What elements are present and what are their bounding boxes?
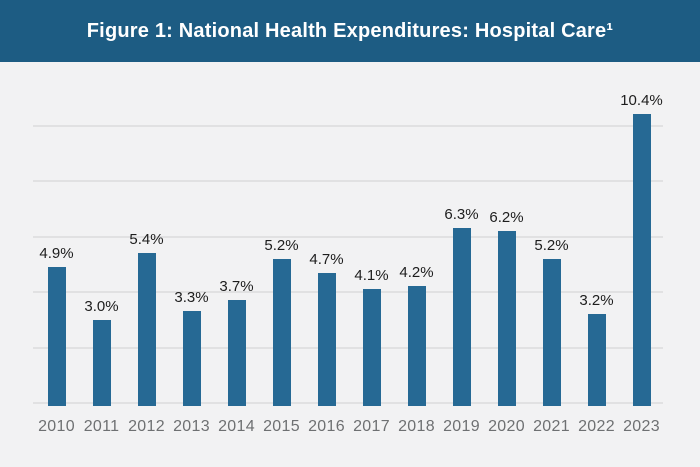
bar-2013 [182, 311, 201, 406]
x-tick-label: 2014 [218, 418, 255, 435]
x-tick-label: 2015 [263, 418, 300, 435]
x-tick-label: 2013 [173, 418, 210, 435]
bar-value-label: 3.2% [579, 292, 614, 310]
bar-value-label: 3.7% [219, 278, 254, 296]
bar-value-label: 4.9% [39, 245, 74, 263]
bar-value-label: 5.4% [129, 231, 164, 249]
bar-2010 [47, 267, 66, 406]
x-tick-label: 2016 [308, 418, 345, 435]
x-tick-label: 2019 [443, 418, 480, 435]
gridline [33, 124, 663, 127]
gridline [33, 291, 663, 293]
bar-2017 [362, 289, 381, 406]
gridline [33, 346, 663, 349]
bar-value-label: 5.2% [534, 236, 569, 254]
x-tick-label: 2017 [353, 418, 390, 435]
x-tick-label: 2012 [128, 418, 165, 435]
bar-2021 [542, 258, 561, 406]
bar-2012 [137, 253, 156, 406]
bar-2023 [632, 114, 651, 406]
bar-2018 [407, 286, 426, 406]
x-tick-label: 2021 [533, 418, 570, 435]
gridline [33, 235, 663, 238]
bar-value-label: 10.4% [620, 92, 663, 110]
bar-value-label: 4.7% [309, 250, 344, 268]
x-tick-label: 2022 [578, 418, 615, 435]
x-tick-label: 2018 [398, 418, 435, 435]
x-tick-label: 2010 [38, 418, 75, 435]
bar-2019 [452, 228, 471, 406]
bar-2014 [227, 300, 246, 406]
bar-value-label: 3.0% [84, 297, 119, 315]
x-tick-label: 2020 [488, 418, 525, 435]
gridline [33, 180, 663, 182]
bar-value-label: 4.2% [399, 264, 434, 282]
gridline [33, 402, 663, 404]
bar-2011 [92, 319, 111, 406]
figure-header: Figure 1: National Health Expenditures: … [0, 0, 700, 62]
x-tick-label: 2023 [623, 418, 660, 435]
bar-value-label: 6.3% [444, 206, 479, 224]
bar-2020 [497, 230, 516, 406]
bar-value-label: 4.1% [354, 267, 389, 285]
figure-title: Figure 1: National Health Expenditures: … [86, 19, 614, 42]
bar-2022 [587, 314, 606, 406]
bar-chart: 4.9% 2010 3.0% 2011 5.4% 2012 3.3% 2013 3.7% 2014… [33, 92, 663, 435]
bar-value-label: 6.2% [489, 208, 524, 226]
bar-value-label: 5.2% [264, 236, 299, 254]
x-tick-label: 2011 [83, 418, 120, 435]
bar-2016 [317, 272, 336, 406]
bar-2015 [272, 258, 291, 406]
bar-value-label: 3.3% [174, 289, 209, 307]
